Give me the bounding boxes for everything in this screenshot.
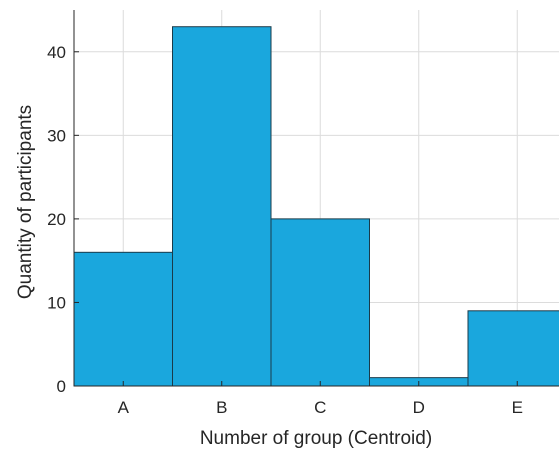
y-tick-label: 30: [47, 126, 66, 145]
axes: [73, 10, 559, 387]
bar-b: [172, 26, 272, 387]
x-tick-label-e: E: [512, 398, 523, 417]
x-tick-label-c: C: [314, 398, 326, 417]
y-tick-label: 0: [57, 377, 66, 396]
bar-a: [73, 251, 173, 387]
y-tick-labels: 0 10 20 30 40: [47, 43, 66, 396]
x-axis-label: Number of group (Centroid): [200, 428, 432, 449]
y-tick-label: 10: [47, 293, 66, 312]
bar-c: [270, 218, 370, 387]
y-tick-label: 40: [47, 43, 66, 62]
bar-series: [73, 26, 559, 387]
x-tick-label-d: D: [413, 398, 425, 417]
y-tick-label: 20: [47, 210, 66, 229]
x-tick-label-b: B: [216, 398, 227, 417]
bar-e: [467, 310, 559, 387]
x-tick-labels: A B C D E: [118, 398, 523, 417]
x-tick-label-a: A: [118, 398, 130, 417]
y-axis-label: Quantity of participants: [15, 105, 36, 299]
